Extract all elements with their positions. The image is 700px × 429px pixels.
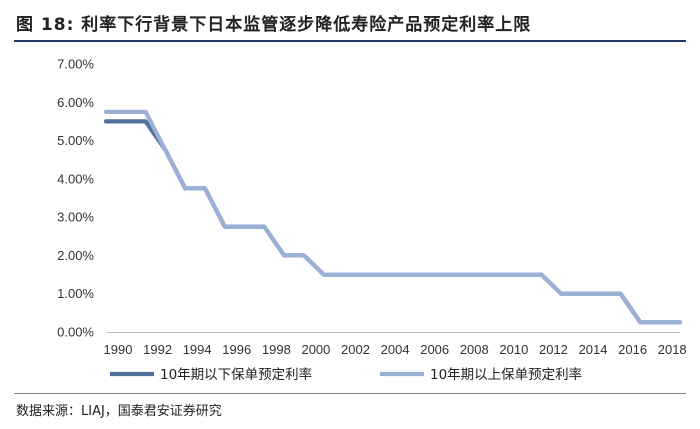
legend-label-1: 10年期以下保单预定利率 — [160, 366, 312, 383]
x-tick-label: 1996 — [222, 342, 251, 357]
x-tick-label: 2010 — [499, 342, 528, 357]
legend-label-2: 10年期以上保单预定利率 — [430, 366, 582, 383]
x-tick-label: 2000 — [301, 342, 330, 357]
legend: 10年期以下保单预定利率 10年期以上保单预定利率 — [110, 366, 582, 383]
x-tick-label: 1992 — [143, 342, 172, 357]
series-line-2 — [103, 109, 683, 325]
y-axis-labels: 0.00% 1.00% 2.00% 3.00% 4.00% 5.00% 6.00% 7.00% — [57, 57, 94, 340]
y-tick-label: 6.00% — [57, 95, 94, 110]
source-note: 数据来源：LIAJ，国泰君安证券研究 — [16, 404, 222, 419]
x-tick-label: 1994 — [183, 342, 212, 357]
x-tick-label: 2016 — [618, 342, 647, 357]
y-tick-label: 4.00% — [57, 171, 94, 186]
source-rule — [14, 393, 686, 394]
figure-title: 图 18: 利率下行背景下日本监管逐步降低寿险产品预定利率上限 — [16, 15, 532, 35]
x-tick-label: 2018 — [658, 342, 687, 357]
series-layer — [103, 109, 683, 325]
x-tick-label: 1998 — [262, 342, 291, 357]
y-tick-label: 0.00% — [57, 325, 94, 340]
y-tick-label: 7.00% — [57, 57, 94, 72]
x-axis-labels: 1990 1992 1994 1996 1998 2000 2002 2004 2006 2008… — [104, 342, 687, 357]
y-tick-label: 5.00% — [57, 133, 94, 148]
x-tick-label: 2004 — [381, 342, 410, 357]
x-tick-label: 2012 — [539, 342, 568, 357]
x-tick-label: 2006 — [420, 342, 449, 357]
y-tick-label: 2.00% — [57, 248, 94, 263]
y-tick-label: 3.00% — [57, 210, 94, 225]
x-tick-label: 2002 — [341, 342, 370, 357]
title-rule — [14, 40, 686, 42]
x-tick-label: 2008 — [460, 342, 489, 357]
x-tick-label: 1990 — [104, 342, 133, 357]
y-tick-label: 1.00% — [57, 286, 94, 301]
x-tick-label: 2014 — [579, 342, 608, 357]
